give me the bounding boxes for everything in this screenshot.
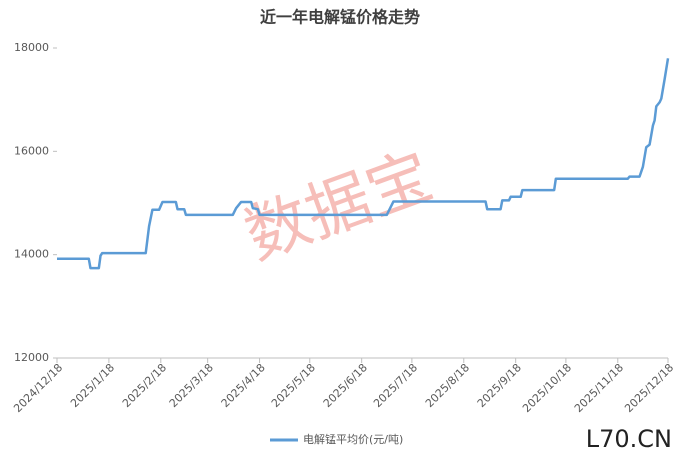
- y-tick-label: 14000: [14, 248, 49, 261]
- y-tick-label: 18000: [14, 41, 49, 54]
- y-tick-label: 16000: [14, 144, 49, 157]
- brand: L70.CN: [586, 425, 672, 453]
- legend-label: 电解锰平均价(元/吨): [303, 432, 403, 446]
- line: [57, 58, 670, 270]
- y-tick-label: 12000: [14, 351, 49, 364]
- chart-title: 近一年电解锰价格走势: [260, 8, 420, 27]
